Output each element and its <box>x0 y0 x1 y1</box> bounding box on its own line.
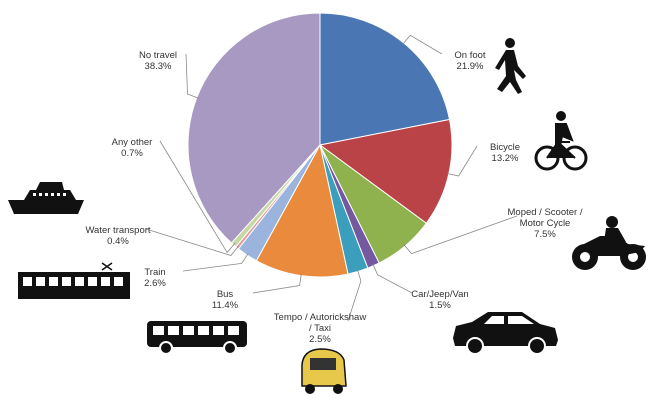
slice-water-transport-leader <box>145 228 239 256</box>
slice-bus-label: Bus 11.4% <box>212 289 239 311</box>
slice-car-jeep-van-value: 1.5% <box>429 300 451 311</box>
slice-on-foot-value: 21.9% <box>457 61 484 72</box>
slice-tempo-autorickshaw-taxi-value: 2.5% <box>309 334 331 345</box>
ship-icon <box>8 182 84 214</box>
bus-icon <box>147 321 247 355</box>
slice-any-other-leader <box>159 140 236 254</box>
slice-no-travel-value: 38.3% <box>145 61 172 72</box>
car-icon <box>453 312 558 355</box>
slice-no-travel-leader <box>185 53 199 99</box>
slice-no-travel-label: No travel 38.3% <box>139 50 177 72</box>
transport-icons <box>8 38 646 394</box>
slice-moped-scooter-motor-cycle-leader <box>403 215 518 255</box>
slice-on-foot-label: On foot 21.9% <box>454 50 486 72</box>
slice-car-jeep-van-label: Car/Jeep/Van 1.5% <box>411 289 468 311</box>
slice-train-label: Train 2.6% <box>144 267 166 289</box>
motorcycle-icon <box>572 216 646 270</box>
leader-lines <box>145 34 518 322</box>
slice-train-value: 2.6% <box>144 278 166 289</box>
slice-on-foot-leader <box>402 34 443 55</box>
slice-any-other-label: Any other 0.7% <box>112 137 153 159</box>
slice-water-transport-value: 0.4% <box>107 236 129 247</box>
slice-train-leader <box>182 253 249 272</box>
slice-moped-scooter-motor-cycle-value: 7.5% <box>534 229 556 240</box>
slice-bicycle-value: 13.2% <box>492 153 519 164</box>
pie-slices <box>187 12 453 278</box>
slice-tempo-autorickshaw-taxi-label: Tempo / Autorickshaw / Taxi 2.5% <box>274 312 367 345</box>
slice-labels: On foot 21.9% Bicycle 13.2% Moped / Scooter … <box>85 50 582 345</box>
cyclist-icon <box>534 111 588 171</box>
slice-any-other-value: 0.7% <box>121 148 143 159</box>
autorickshaw-icon <box>301 348 347 394</box>
walking-person-icon <box>495 38 526 94</box>
train-icon <box>18 262 130 299</box>
slice-bicycle-label: Bicycle 13.2% <box>490 142 520 164</box>
slice-tempo-autorickshaw-taxi-leader <box>347 269 362 322</box>
slice-car-jeep-van-leader <box>372 263 413 294</box>
slice-bicycle-leader <box>446 145 478 177</box>
slice-bus-leader <box>252 273 302 294</box>
slice-moped-scooter-motor-cycle-label: Moped / Scooter / Motor Cycle 7.5% <box>508 207 583 240</box>
slice-water-transport-label: Water transport 0.4% <box>85 225 150 247</box>
slice-bus-value: 11.4% <box>212 300 239 311</box>
